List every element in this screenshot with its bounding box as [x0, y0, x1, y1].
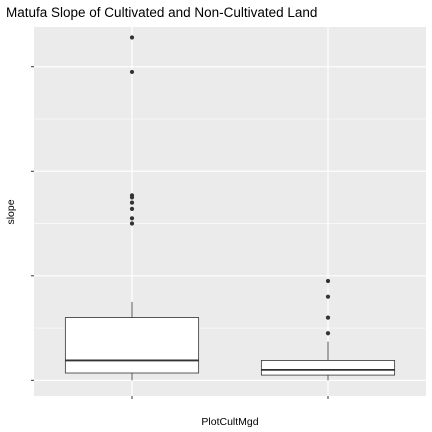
chart-title: Matufa Slope of Cultivated and Non-Culti…	[6, 5, 317, 20]
outlier-point	[129, 200, 135, 205]
outlier-point	[325, 278, 331, 284]
axis-ticks	[31, 66, 329, 399]
outlier-point	[129, 35, 135, 40]
outlier-point	[129, 221, 135, 226]
x-axis-label: PlotCultMgd	[201, 416, 258, 428]
box-iqr	[260, 360, 396, 376]
outlier-point	[325, 294, 331, 299]
outlier-point	[325, 331, 331, 336]
box-no	[64, 35, 200, 381]
outlier-point	[129, 216, 135, 221]
outlier-point	[129, 206, 135, 211]
outlier-point	[129, 195, 135, 200]
y-axis-label: slope	[5, 199, 17, 224]
box-yes	[260, 278, 396, 381]
outlier-point	[129, 69, 135, 75]
boxes	[64, 35, 396, 381]
box-iqr	[64, 317, 200, 374]
outlier-point	[325, 315, 331, 320]
